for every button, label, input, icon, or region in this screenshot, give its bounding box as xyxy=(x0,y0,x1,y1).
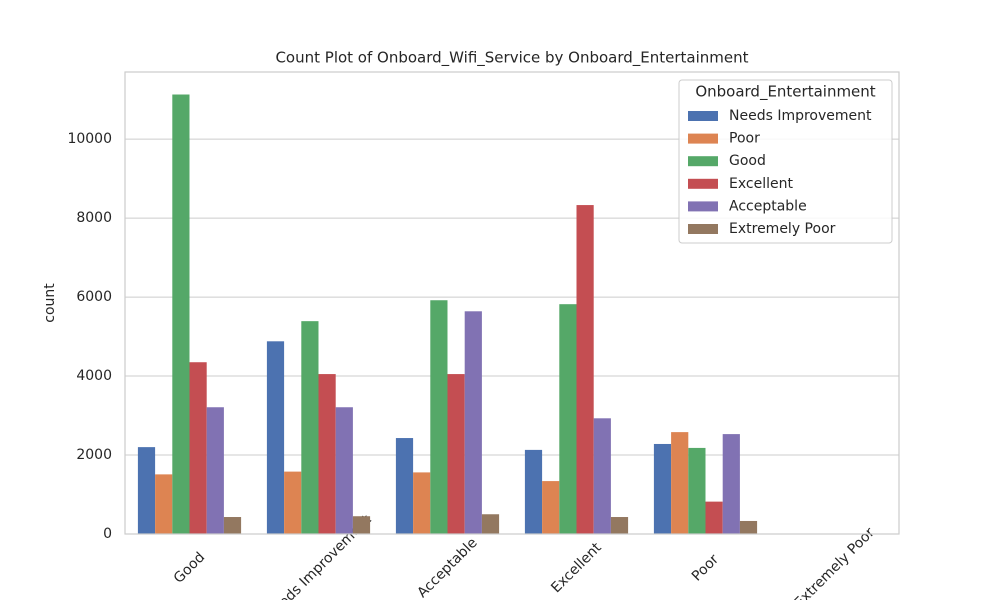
bar xyxy=(464,311,482,534)
legend-label: Poor xyxy=(729,131,760,147)
bar xyxy=(576,205,594,535)
legend-swatch xyxy=(688,111,718,121)
bar xyxy=(266,341,285,534)
bar xyxy=(610,517,629,534)
legend-swatch xyxy=(688,133,718,144)
bar xyxy=(688,447,706,534)
legend-title: Onboard_Entertainment xyxy=(695,83,875,102)
legend-swatch xyxy=(688,201,718,212)
bar xyxy=(447,374,465,534)
legend-swatch xyxy=(688,224,718,234)
bar xyxy=(395,438,414,534)
bar xyxy=(413,472,431,534)
bar xyxy=(705,501,723,534)
y-axis-label: count xyxy=(42,283,58,323)
legend-swatch xyxy=(688,156,718,167)
y-tick-label: 10000 xyxy=(67,131,112,147)
legend-label: Good xyxy=(729,153,766,169)
bar xyxy=(559,304,577,534)
bar xyxy=(284,471,302,534)
bar xyxy=(430,300,448,534)
bar xyxy=(653,443,672,534)
bar xyxy=(335,407,353,534)
legend-swatch xyxy=(688,178,718,189)
y-tick-label: 2000 xyxy=(76,447,112,463)
bar xyxy=(155,474,173,534)
legend-label: Excellent xyxy=(729,176,793,192)
bar xyxy=(172,94,190,534)
bar xyxy=(671,432,689,534)
bar xyxy=(206,407,224,534)
legend-label: Needs Improvement xyxy=(729,108,872,124)
y-tick-label: 6000 xyxy=(76,289,112,305)
bar xyxy=(318,374,336,534)
bar xyxy=(137,447,156,534)
bar xyxy=(524,449,543,534)
bar xyxy=(481,514,500,534)
axes-frame xyxy=(124,71,900,535)
bar xyxy=(739,520,758,534)
legend-label: Acceptable xyxy=(729,198,807,214)
y-tick-label: 0 xyxy=(103,526,112,542)
bar xyxy=(352,516,371,534)
y-tick-label: 8000 xyxy=(76,210,112,226)
bar xyxy=(301,321,319,534)
bar xyxy=(593,418,611,534)
legend-label: Extremely Poor xyxy=(729,221,836,237)
bar xyxy=(189,362,207,534)
bar xyxy=(223,517,242,534)
legend-box xyxy=(678,79,893,244)
y-tick-label: 4000 xyxy=(76,368,112,384)
chart-title: Count Plot of Onboard_Wifi_Service by On… xyxy=(275,49,748,68)
bar xyxy=(542,481,560,534)
bar xyxy=(722,434,740,534)
